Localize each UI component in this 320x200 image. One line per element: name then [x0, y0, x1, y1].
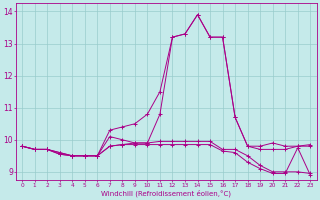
X-axis label: Windchill (Refroidissement éolien,°C): Windchill (Refroidissement éolien,°C) [101, 189, 231, 197]
